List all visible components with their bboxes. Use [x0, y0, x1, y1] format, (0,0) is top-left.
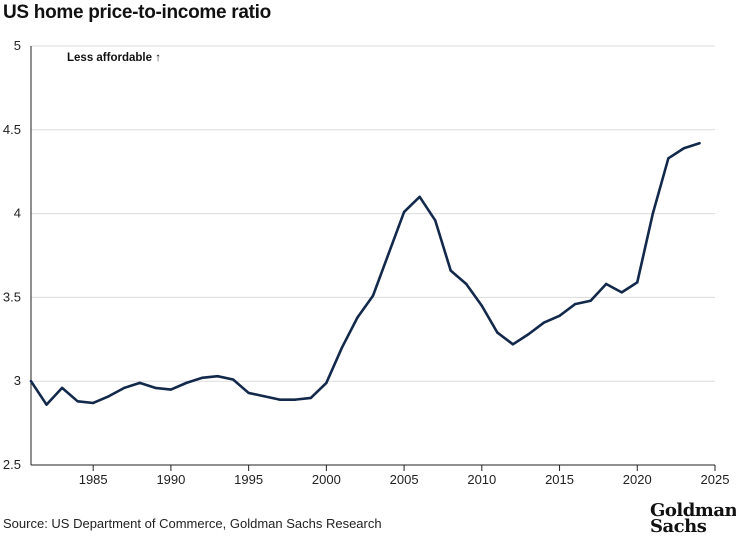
data-point [200, 376, 204, 380]
data-point [60, 386, 64, 390]
data-point [138, 381, 142, 385]
data-point [169, 388, 173, 391]
data-point [558, 314, 561, 318]
tick-labels: 2.5 3 3.5 4 4.5 5 1985 1990 1995 2000 2005 2010 2015… [3, 38, 730, 487]
data-point [667, 157, 670, 160]
data-point [480, 304, 484, 307]
x-tick-label: 1990 [156, 472, 185, 487]
data-point [356, 316, 359, 319]
data-point [325, 381, 328, 385]
data-point [465, 282, 468, 286]
data-point [294, 398, 297, 401]
data-point [573, 302, 577, 306]
data-point [278, 398, 281, 401]
data-point [542, 321, 546, 324]
x-tick-label: 2025 [701, 472, 730, 487]
data-point [45, 403, 48, 406]
chart-title: US home price-to-income ratio [3, 2, 271, 23]
axes [30, 46, 716, 471]
data-point [231, 378, 235, 381]
data-point [185, 381, 188, 385]
y-tick-label: 3.5 [3, 289, 21, 304]
logo-line-1: Goldman [650, 500, 736, 521]
data-point [154, 386, 157, 390]
y-tick-label: 5 [14, 38, 21, 53]
x-tick-label: 2005 [390, 472, 419, 487]
x-tick-label: 1985 [79, 472, 108, 487]
data-point [620, 291, 623, 294]
annotation-less-affordable: Less affordable ↑ [67, 52, 161, 64]
x-tick-label: 1995 [234, 472, 263, 487]
data-point [698, 142, 701, 145]
data-point [262, 395, 266, 398]
data-point [76, 400, 79, 403]
data-point [247, 391, 250, 395]
data-point [636, 281, 639, 284]
goldman-sachs-logo: Goldman Sachs [650, 500, 736, 537]
data-point [682, 147, 686, 150]
x-tick-label: 2020 [623, 472, 652, 487]
y-tick-label: 3 [14, 373, 21, 388]
data-point [402, 210, 406, 214]
gridlines [31, 45, 715, 382]
data-point [371, 294, 375, 297]
data-point [418, 195, 421, 199]
series [29, 141, 701, 406]
data-point [511, 343, 515, 346]
data-point [387, 252, 390, 256]
y-tick-label: 2.5 [3, 457, 21, 472]
data-point [91, 401, 95, 405]
data-point [496, 331, 499, 334]
logo-line-2: Sachs [650, 516, 707, 537]
data-point [107, 395, 110, 398]
data-point [433, 219, 437, 222]
x-tick-label: 2010 [467, 472, 496, 487]
data-point [216, 374, 219, 378]
series-line [29, 141, 701, 406]
x-tick-label: 2015 [545, 472, 574, 487]
source-note: Source: US Department of Commerce, Goldm… [3, 516, 382, 531]
data-point [527, 333, 530, 336]
data-point [449, 269, 452, 272]
x-tick-label: 2000 [312, 472, 341, 487]
data-point [340, 346, 344, 349]
data-point [651, 212, 655, 215]
data-point [123, 386, 126, 390]
data-point [589, 299, 592, 302]
y-tick-label: 4 [14, 206, 21, 221]
data-point [29, 380, 33, 383]
data-point [309, 396, 313, 400]
y-tick-label: 4.5 [3, 122, 21, 137]
data-point [604, 282, 608, 286]
